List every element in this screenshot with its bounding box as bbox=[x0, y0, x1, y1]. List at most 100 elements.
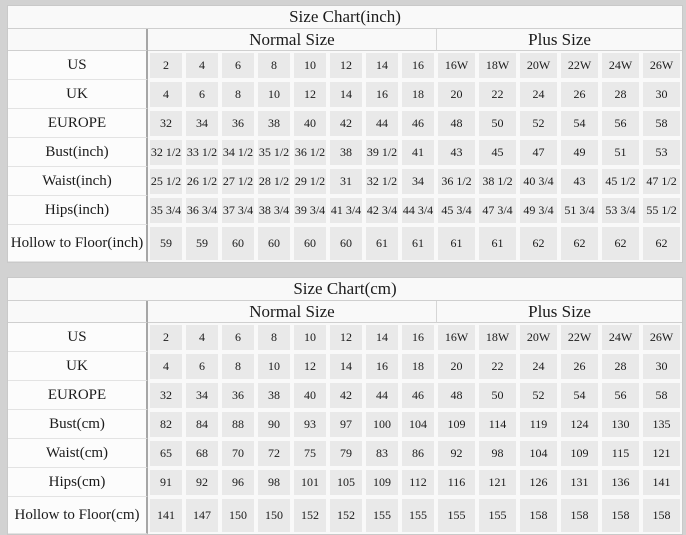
row-label: EUROPE bbox=[8, 381, 148, 410]
size-value-cell: 12 bbox=[292, 80, 328, 109]
size-value-cell: 104 bbox=[518, 439, 559, 468]
size-value-cell: 51 3/4 bbox=[559, 196, 600, 225]
table-row: Hollow to Floor(inch) 59 59 60 60 60 60 61 61 61 6… bbox=[8, 225, 683, 262]
table-row: EUROPE 32 34 36 38 40 42 44 46 48 50 52 54 56 58 bbox=[8, 109, 683, 138]
size-value-cell: 115 bbox=[600, 439, 641, 468]
size-value-cell: 58 bbox=[641, 381, 683, 410]
size-value-cell: 50 bbox=[477, 109, 518, 138]
size-value-cell: 16W bbox=[436, 51, 477, 80]
size-value-cell: 68 bbox=[184, 439, 220, 468]
size-chart-cm: Size Chart(cm) Normal Size Plus Size US 2 4 6 8… bbox=[7, 277, 684, 535]
size-value-cell: 141 bbox=[148, 497, 184, 534]
size-value-cell: 24W bbox=[600, 51, 641, 80]
size-value-cell: 4 bbox=[184, 323, 220, 352]
table-row: UK 4 6 8 10 12 14 16 18 20 22 24 26 28 30 bbox=[8, 352, 683, 381]
size-value-cell: 26 bbox=[559, 352, 600, 381]
size-value-cell: 158 bbox=[559, 497, 600, 534]
size-value-cell: 24W bbox=[600, 323, 641, 352]
size-value-cell: 42 bbox=[328, 109, 364, 138]
size-value-cell: 14 bbox=[364, 51, 400, 80]
size-value-cell: 16 bbox=[364, 352, 400, 381]
size-table: Size Chart(inch) Normal Size Plus Size US 2 4… bbox=[7, 5, 684, 263]
size-value-cell: 147 bbox=[184, 497, 220, 534]
size-value-cell: 36 bbox=[220, 109, 256, 138]
plus-size-header: Plus Size bbox=[436, 29, 683, 51]
size-value-cell: 14 bbox=[328, 80, 364, 109]
size-value-cell: 119 bbox=[518, 410, 559, 439]
size-value-cell: 42 3/4 bbox=[364, 196, 400, 225]
size-value-cell: 121 bbox=[477, 468, 518, 497]
size-value-cell: 16 bbox=[400, 323, 436, 352]
size-value-cell: 32 bbox=[148, 381, 184, 410]
size-value-cell: 38 bbox=[256, 109, 292, 138]
size-value-cell: 20 bbox=[436, 352, 477, 381]
size-value-cell: 20 bbox=[436, 80, 477, 109]
size-value-cell: 34 bbox=[184, 381, 220, 410]
size-value-cell: 84 bbox=[184, 410, 220, 439]
size-value-cell: 38 1/2 bbox=[477, 167, 518, 196]
size-value-cell: 37 3/4 bbox=[220, 196, 256, 225]
size-value-cell: 20W bbox=[518, 323, 559, 352]
size-value-cell: 92 bbox=[184, 468, 220, 497]
size-value-cell: 109 bbox=[364, 468, 400, 497]
size-value-cell: 105 bbox=[328, 468, 364, 497]
size-value-cell: 155 bbox=[364, 497, 400, 534]
size-value-cell: 41 bbox=[400, 138, 436, 167]
size-value-cell: 32 1/2 bbox=[364, 167, 400, 196]
row-label: UK bbox=[8, 80, 148, 109]
size-value-cell: 62 bbox=[518, 225, 559, 262]
size-value-cell: 55 1/2 bbox=[641, 196, 683, 225]
size-value-cell: 45 bbox=[477, 138, 518, 167]
size-value-cell: 56 bbox=[600, 109, 641, 138]
size-value-cell: 126 bbox=[518, 468, 559, 497]
size-value-cell: 22W bbox=[559, 51, 600, 80]
size-value-cell: 24 bbox=[518, 80, 559, 109]
table-row: Hips(inch) 35 3/4 36 3/4 37 3/4 38 3/4 39 3/4… bbox=[8, 196, 683, 225]
size-value-cell: 61 bbox=[364, 225, 400, 262]
size-value-cell: 2 bbox=[148, 323, 184, 352]
size-value-cell: 109 bbox=[559, 439, 600, 468]
row-label: Bust(cm) bbox=[8, 410, 148, 439]
size-value-cell: 54 bbox=[559, 109, 600, 138]
size-value-cell: 38 bbox=[328, 138, 364, 167]
size-value-cell: 62 bbox=[559, 225, 600, 262]
size-value-cell: 35 1/2 bbox=[256, 138, 292, 167]
size-value-cell: 12 bbox=[292, 352, 328, 381]
size-value-cell: 10 bbox=[256, 80, 292, 109]
size-value-cell: 25 1/2 bbox=[148, 167, 184, 196]
size-value-cell: 61 bbox=[477, 225, 518, 262]
size-value-cell: 47 3/4 bbox=[477, 196, 518, 225]
row-label: Hips(inch) bbox=[8, 196, 148, 225]
size-value-cell: 43 bbox=[559, 167, 600, 196]
size-value-cell: 26W bbox=[641, 51, 683, 80]
size-value-cell: 49 3/4 bbox=[518, 196, 559, 225]
size-value-cell: 40 bbox=[292, 381, 328, 410]
size-value-cell: 101 bbox=[292, 468, 328, 497]
size-value-cell: 39 1/2 bbox=[364, 138, 400, 167]
size-value-cell: 26W bbox=[641, 323, 683, 352]
size-value-cell: 22W bbox=[559, 323, 600, 352]
size-value-cell: 14 bbox=[364, 323, 400, 352]
size-value-cell: 98 bbox=[256, 468, 292, 497]
size-value-cell: 36 bbox=[220, 381, 256, 410]
size-value-cell: 8 bbox=[256, 323, 292, 352]
size-value-cell: 32 1/2 bbox=[148, 138, 184, 167]
size-value-cell: 150 bbox=[256, 497, 292, 534]
size-value-cell: 86 bbox=[400, 439, 436, 468]
table-title: Size Chart(cm) bbox=[8, 278, 683, 301]
size-value-cell: 34 1/2 bbox=[220, 138, 256, 167]
row-label: Waist(inch) bbox=[8, 167, 148, 196]
size-value-cell: 29 1/2 bbox=[292, 167, 328, 196]
size-value-cell: 60 bbox=[220, 225, 256, 262]
size-value-cell: 96 bbox=[220, 468, 256, 497]
size-value-cell: 4 bbox=[148, 352, 184, 381]
table-row: Hips(cm) 91 92 96 98 101 105 109 112 116 121 126 131… bbox=[8, 468, 683, 497]
size-value-cell: 56 bbox=[600, 381, 641, 410]
corner-cell bbox=[8, 29, 148, 51]
size-value-cell: 58 bbox=[641, 109, 683, 138]
size-value-cell: 135 bbox=[641, 410, 683, 439]
size-value-cell: 155 bbox=[400, 497, 436, 534]
size-chart-inch: Size Chart(inch) Normal Size Plus Size US 2 4… bbox=[7, 5, 684, 263]
size-value-cell: 116 bbox=[436, 468, 477, 497]
size-value-cell: 18 bbox=[400, 352, 436, 381]
